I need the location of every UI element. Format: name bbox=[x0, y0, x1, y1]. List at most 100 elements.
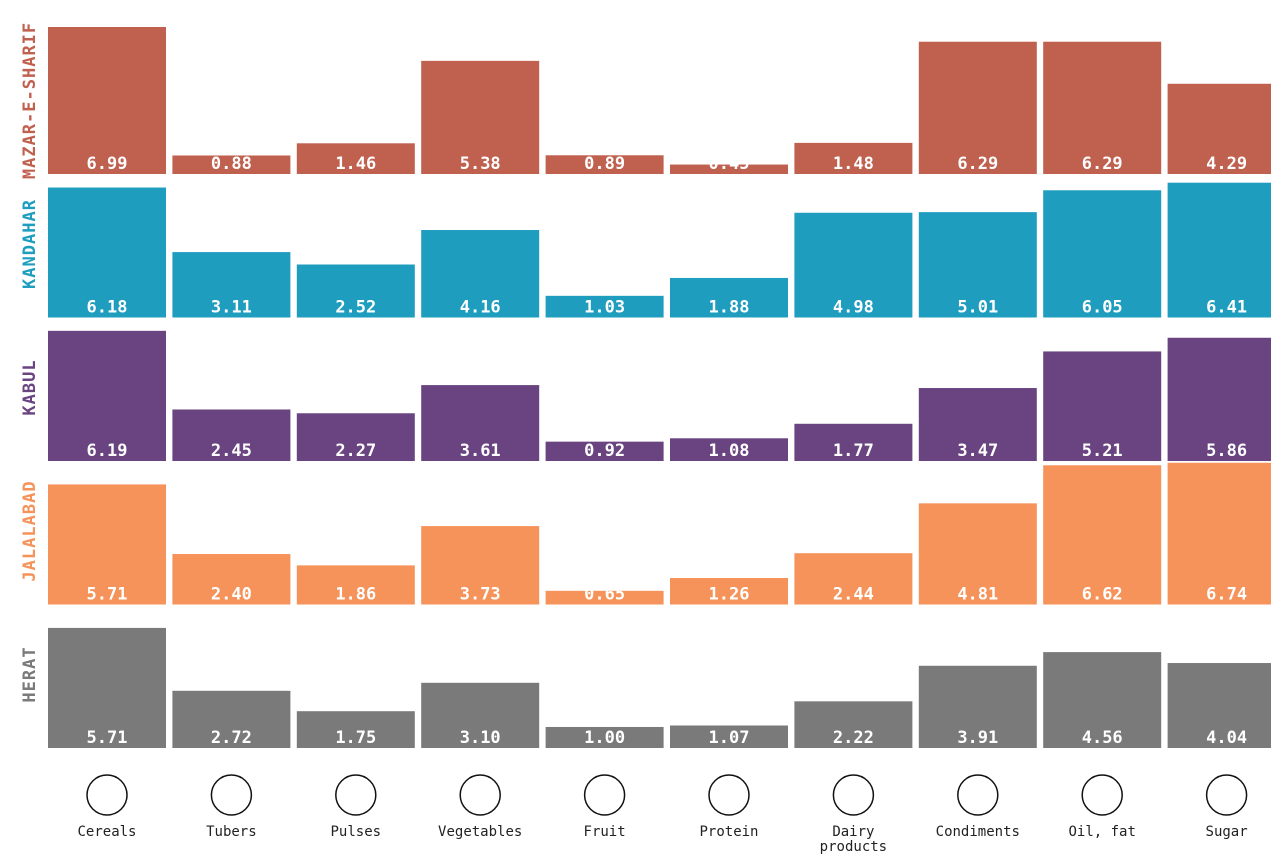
bar bbox=[794, 553, 913, 605]
bar bbox=[48, 27, 166, 174]
category-label: Pulses bbox=[330, 825, 382, 840]
value-label: 5.21 bbox=[1082, 441, 1123, 461]
category-label-box: Protein bbox=[699, 825, 759, 840]
bar bbox=[918, 665, 1037, 748]
bar bbox=[172, 554, 291, 605]
value-label: 4.81 bbox=[957, 585, 998, 605]
value-label: 0.65 bbox=[584, 585, 625, 605]
bar bbox=[545, 295, 664, 318]
value-label: 3.91 bbox=[957, 728, 998, 748]
value-label: 0.88 bbox=[211, 154, 252, 174]
value-label: 1.86 bbox=[335, 585, 376, 605]
bar bbox=[296, 143, 415, 174]
category-label: Fruit bbox=[583, 825, 626, 840]
bar bbox=[421, 385, 540, 461]
value-label: 5.71 bbox=[87, 728, 128, 748]
bar bbox=[296, 264, 415, 318]
value-label: 2.44 bbox=[833, 585, 874, 605]
value-label: 6.74 bbox=[1206, 585, 1247, 605]
bar bbox=[48, 330, 166, 461]
value-label: 2.22 bbox=[833, 728, 874, 748]
bar bbox=[1043, 652, 1162, 748]
bar bbox=[421, 526, 540, 605]
bar bbox=[670, 164, 788, 174]
category-label-box: Condiments bbox=[936, 825, 1020, 840]
bar bbox=[1167, 182, 1271, 318]
bar bbox=[794, 701, 913, 748]
bar bbox=[545, 590, 664, 605]
bar bbox=[1043, 465, 1162, 605]
category-label-box: Fruit bbox=[583, 825, 626, 840]
value-label: 6.29 bbox=[1082, 154, 1123, 174]
value-label: 5.01 bbox=[957, 298, 998, 318]
value-label: 6.99 bbox=[87, 154, 128, 174]
category-icon bbox=[1081, 774, 1123, 816]
bar bbox=[794, 142, 913, 174]
category-label: Tubers bbox=[206, 825, 257, 840]
category-label-box: Oil, fat bbox=[1068, 825, 1136, 840]
bar bbox=[670, 438, 788, 461]
bar bbox=[48, 627, 166, 748]
value-label: 4.98 bbox=[833, 298, 874, 318]
bar bbox=[1043, 351, 1162, 461]
bar bbox=[1043, 41, 1162, 174]
bar bbox=[670, 725, 788, 748]
value-label: 2.72 bbox=[211, 728, 252, 748]
category-label-box: Dairy products bbox=[820, 825, 887, 855]
bar bbox=[918, 212, 1037, 318]
category-label-box: Pulses bbox=[330, 825, 382, 840]
value-label: 1.08 bbox=[709, 441, 750, 461]
category-label-box: Cereals bbox=[77, 825, 137, 840]
category-label-box: Vegetables bbox=[438, 825, 523, 840]
category-label: Oil, fat bbox=[1068, 825, 1136, 840]
category-icon bbox=[957, 774, 999, 816]
bar bbox=[1167, 83, 1271, 174]
row-label: JALALABAD bbox=[20, 480, 40, 581]
bar bbox=[421, 60, 540, 174]
value-label: 3.47 bbox=[957, 441, 998, 461]
row-label: KANDAHAR bbox=[20, 199, 40, 289]
bar bbox=[918, 503, 1037, 605]
category-label-box: Tubers bbox=[206, 825, 257, 840]
category-icon bbox=[1205, 774, 1248, 816]
value-label: 1.00 bbox=[584, 728, 625, 748]
category-label: Sugar bbox=[1205, 825, 1248, 840]
value-label: 2.27 bbox=[335, 441, 376, 461]
bar bbox=[545, 441, 664, 461]
value-label: 1.46 bbox=[335, 154, 376, 174]
bar bbox=[172, 252, 291, 318]
value-label: 4.04 bbox=[1206, 728, 1247, 748]
category-icon bbox=[459, 774, 501, 816]
value-label: 1.75 bbox=[335, 728, 376, 748]
category-label: Protein bbox=[699, 825, 759, 840]
row-label: MAZAR-E-SHARIF bbox=[20, 22, 40, 179]
bar bbox=[172, 155, 291, 174]
bar bbox=[48, 187, 166, 318]
value-label: 0.92 bbox=[584, 441, 625, 461]
value-label: 6.19 bbox=[87, 441, 128, 461]
bar bbox=[1167, 663, 1271, 748]
value-label: 5.38 bbox=[460, 154, 501, 174]
value-label: 4.56 bbox=[1082, 728, 1123, 748]
bar bbox=[918, 388, 1037, 461]
category-label: Cereals bbox=[77, 825, 137, 840]
bar bbox=[421, 230, 540, 318]
bar bbox=[670, 277, 788, 318]
category-icon bbox=[832, 774, 875, 816]
bar bbox=[296, 413, 415, 461]
bar bbox=[48, 484, 166, 605]
category-label: Vegetables bbox=[438, 825, 523, 840]
bar bbox=[172, 409, 291, 461]
value-label: 1.26 bbox=[709, 585, 750, 605]
value-label: 3.61 bbox=[460, 441, 501, 461]
row-label: HERAT bbox=[20, 646, 40, 702]
bar bbox=[1043, 190, 1162, 318]
value-label: 2.40 bbox=[211, 585, 252, 605]
value-label: 1.88 bbox=[709, 298, 750, 318]
row-label: KABUL bbox=[20, 359, 40, 415]
value-label: 3.10 bbox=[460, 728, 501, 748]
bar bbox=[296, 565, 415, 605]
category-label-box: Sugar bbox=[1205, 825, 1248, 840]
